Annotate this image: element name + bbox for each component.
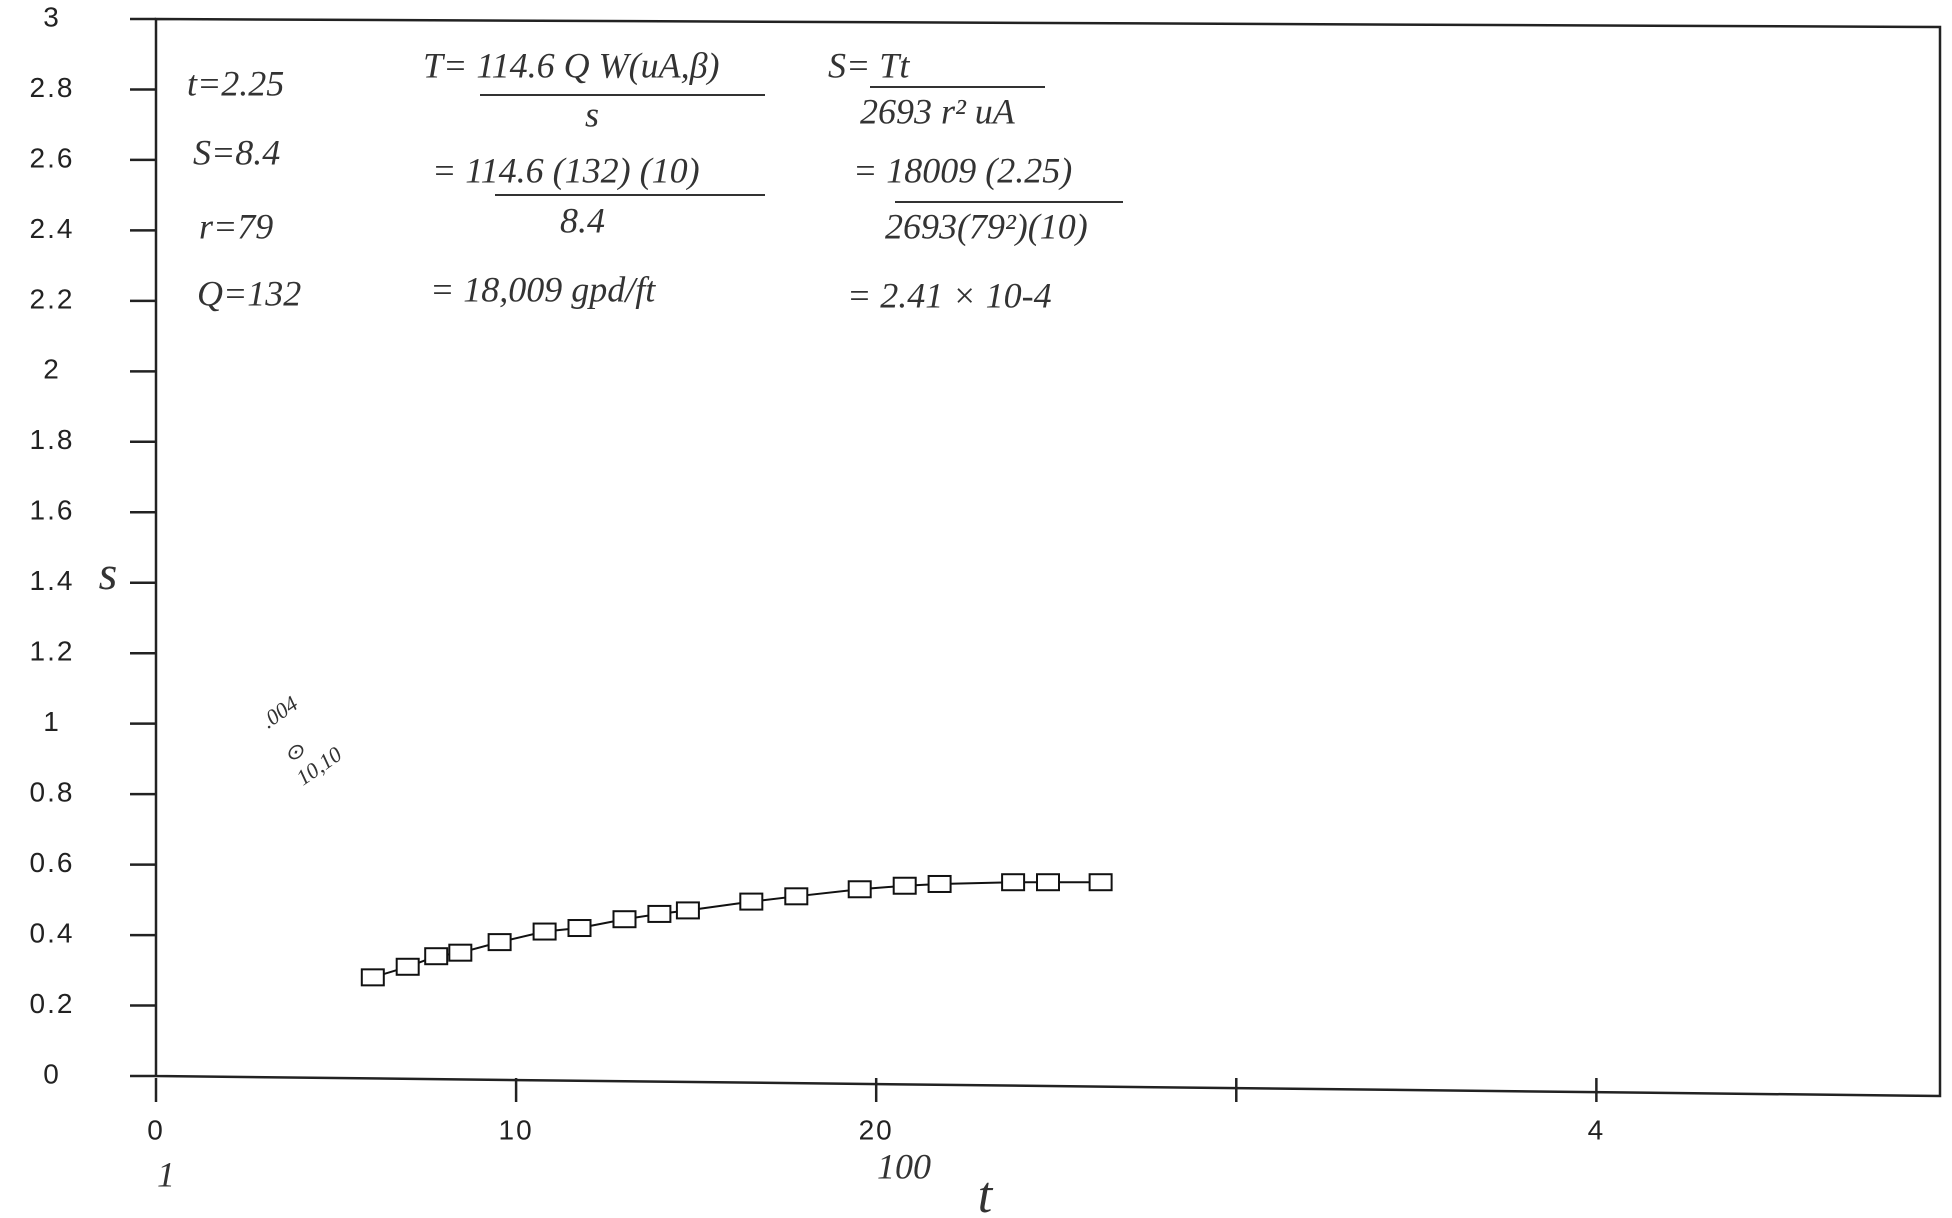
y-tick-label: 1.6 [30, 495, 75, 526]
x-tick-label: 10 [499, 1114, 534, 1145]
x-axis-label: t [978, 1167, 994, 1218]
y-tick-label: 1 [43, 706, 61, 737]
annotation: .004 [256, 691, 302, 734]
annotation: S= Tt [828, 45, 910, 85]
data-point [569, 920, 591, 936]
y-tick-label: 1.4 [30, 565, 75, 596]
data-point [740, 894, 762, 910]
data-point [894, 878, 916, 894]
data-point [449, 945, 471, 961]
data-point [534, 924, 556, 940]
y-tick-label: 2.2 [30, 283, 75, 314]
annotation: Q=132 [197, 273, 301, 313]
y-tick-label: 0.2 [30, 988, 75, 1019]
annotation: 2693(79²)(10) [885, 206, 1088, 246]
y-tick-label: 0.6 [30, 847, 75, 878]
data-point [489, 934, 511, 950]
y-tick-label: 1.2 [30, 636, 75, 667]
data-point [1090, 874, 1112, 890]
annotation: 8.4 [560, 200, 605, 240]
chart: t s 0 0.2 0.4 0.6 0.8 1 1.2 1.4 1.6 1.8 2 2.2 2.4 2.6… [0, 0, 1952, 1218]
annotation: s [585, 94, 599, 134]
data-point [648, 906, 670, 922]
annotation: = 18009 (2.25) [853, 150, 1072, 190]
y-tick-label: 2.6 [30, 142, 75, 173]
data-point [1002, 874, 1024, 890]
data-point [785, 888, 807, 904]
series-line [373, 882, 1101, 977]
y-tick-label: 3 [43, 1, 61, 32]
annotation: 2693 r² uA [860, 91, 1016, 131]
data-point [425, 948, 447, 964]
y-tick-label: 0 [43, 1058, 61, 1089]
data-point [849, 881, 871, 897]
x-tick-label: 0 [147, 1114, 165, 1145]
y-tick-label: 0.4 [30, 917, 75, 948]
data-point [929, 876, 951, 892]
data-point [1037, 874, 1059, 890]
annotation: 100 [877, 1146, 931, 1186]
y-tick-label: 2.4 [30, 213, 75, 244]
y-tick-label: 2.8 [30, 72, 75, 103]
data-point [613, 911, 635, 927]
data-point [362, 969, 384, 985]
annotation: ⊙ [285, 739, 304, 764]
annotation: r=79 [199, 206, 273, 246]
y-tick-label: 0.8 [30, 777, 75, 808]
annotation: S=8.4 [193, 132, 280, 172]
y-axis-label: s [99, 547, 118, 600]
annotation: = 2.41 × 10-4 [847, 275, 1052, 315]
annotation: = 114.6 (132) (10) [432, 150, 700, 190]
x-tick-label: 20 [859, 1114, 894, 1145]
annotation: = 18,009 gpd/ft [430, 269, 656, 309]
annotation: t=2.25 [187, 63, 284, 103]
y-tick-label: 2 [43, 354, 61, 385]
y-tick-label: 1.8 [30, 424, 75, 455]
annotation: T= 114.6 Q W(uA,β) [423, 45, 720, 85]
annotation: 1 [157, 1154, 175, 1194]
data-point [677, 902, 699, 918]
data-point [397, 959, 419, 975]
x-tick-label: 4 [1588, 1114, 1606, 1145]
